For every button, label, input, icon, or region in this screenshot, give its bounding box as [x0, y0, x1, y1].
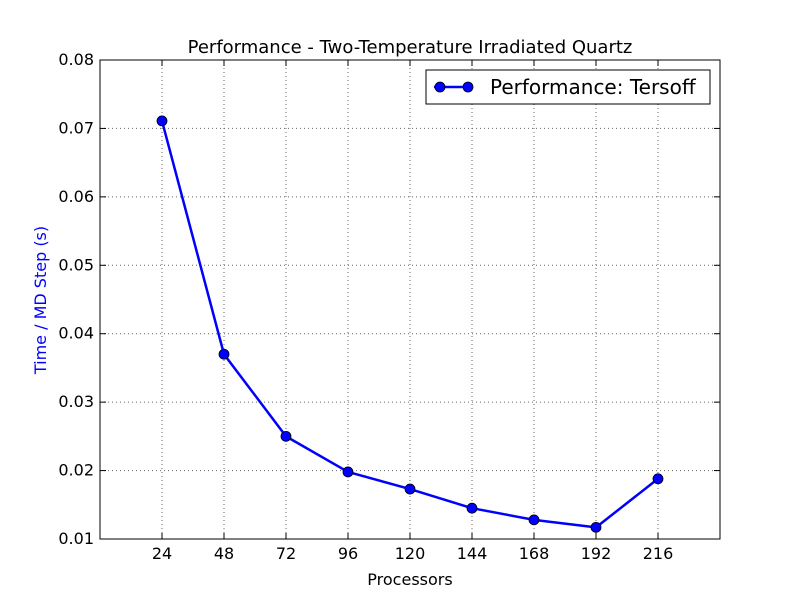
- series-points-group: [156, 115, 664, 533]
- data-point: [280, 430, 292, 442]
- x-tick-label: 72: [276, 544, 296, 563]
- data-point: [218, 348, 230, 360]
- data-point: [404, 483, 416, 495]
- y-tick-label: 0.06: [58, 187, 94, 206]
- legend-marker-right: [462, 81, 474, 93]
- legend-label: Performance: Tersoff: [490, 75, 697, 99]
- y-tick-label: 0.03: [58, 392, 94, 411]
- y-tick-label: 0.01: [58, 529, 94, 548]
- data-point: [342, 466, 354, 478]
- chart-title: Performance - Two-Temperature Irradiated…: [188, 37, 633, 58]
- x-tick-label: 96: [338, 544, 358, 563]
- y-tick-label: 0.04: [58, 324, 94, 343]
- y-ticks: 0.01 0.02 0.03 0.04 0.05 0.06 0.07 0.08: [58, 50, 720, 548]
- x-tick-label: 120: [395, 544, 426, 563]
- x-ticks: 24 48 72 96 120 144 168 192 216: [152, 60, 673, 563]
- legend-marker-left: [434, 81, 446, 93]
- x-tick-label: 144: [457, 544, 488, 563]
- x-axis-label: Processors: [367, 570, 452, 589]
- y-tick-label: 0.08: [58, 50, 94, 69]
- plot-area: 24 48 72 96 120 144 168 192 216 0.01 0.02 0.03 0.04…: [58, 50, 721, 563]
- data-point: [466, 502, 478, 514]
- x-tick-label: 168: [519, 544, 550, 563]
- x-tick-label: 192: [581, 544, 612, 563]
- y-axis-label: Time / MD Step (s): [31, 226, 50, 375]
- x-tick-label: 216: [643, 544, 674, 563]
- legend: Performance: Tersoff: [425, 69, 711, 105]
- x-tick-label: 48: [214, 544, 234, 563]
- data-point: [652, 473, 664, 485]
- y-tick-label: 0.05: [58, 255, 94, 274]
- data-point: [590, 521, 602, 533]
- y-tick-label: 0.07: [58, 118, 94, 137]
- y-tick-label: 0.02: [58, 461, 94, 480]
- x-tick-label: 24: [152, 544, 172, 563]
- data-point: [156, 115, 168, 127]
- data-point: [528, 514, 540, 526]
